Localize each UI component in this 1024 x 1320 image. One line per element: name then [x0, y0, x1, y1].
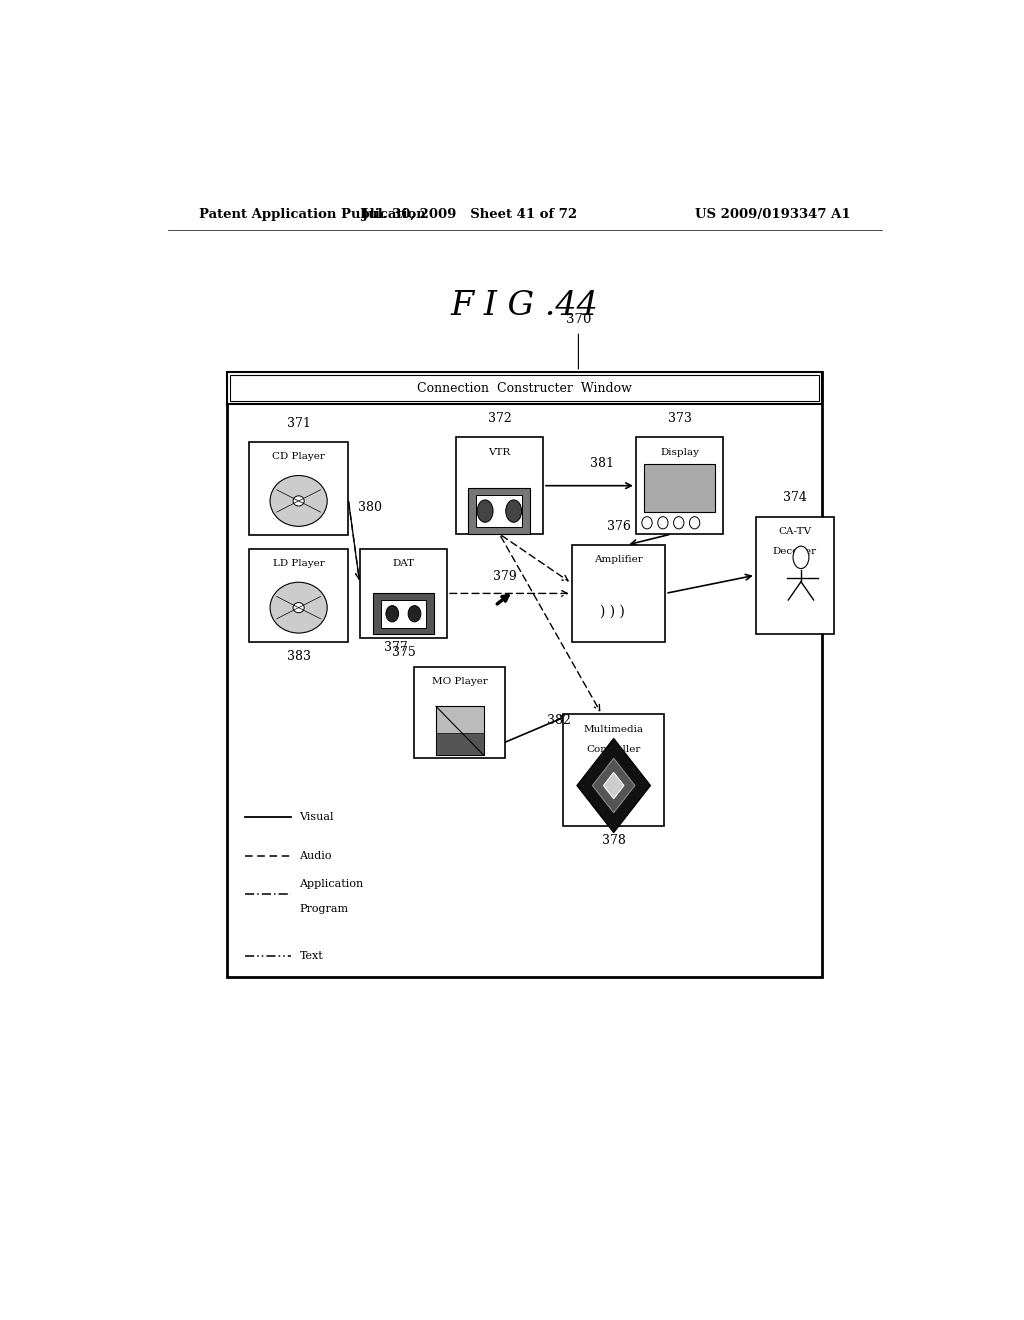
Text: 375: 375 — [391, 647, 416, 659]
Bar — [436, 733, 483, 755]
Text: 380: 380 — [358, 502, 382, 515]
Ellipse shape — [506, 500, 521, 523]
Ellipse shape — [386, 606, 398, 622]
Ellipse shape — [409, 606, 421, 622]
Text: 378: 378 — [602, 834, 626, 847]
Bar — [359, 549, 447, 638]
Text: Application: Application — [299, 879, 364, 890]
Bar — [249, 549, 348, 643]
Bar — [381, 599, 426, 628]
Bar — [436, 706, 483, 755]
Polygon shape — [593, 758, 635, 813]
Text: 372: 372 — [487, 412, 511, 425]
Bar — [571, 545, 666, 642]
Bar — [468, 487, 530, 535]
Text: 383: 383 — [287, 651, 310, 664]
Text: CD Player: CD Player — [272, 453, 325, 461]
Text: 376: 376 — [606, 520, 631, 533]
Text: ) ) ): ) ) ) — [600, 605, 625, 619]
Text: MO Player: MO Player — [432, 677, 487, 686]
Text: VTR: VTR — [488, 447, 511, 457]
Text: F I G .44: F I G .44 — [451, 290, 599, 322]
Ellipse shape — [642, 516, 652, 529]
Text: 381: 381 — [590, 458, 613, 470]
Polygon shape — [577, 739, 650, 833]
Text: 379: 379 — [494, 570, 517, 583]
Text: Visual: Visual — [299, 812, 334, 822]
Bar — [563, 714, 665, 826]
Bar — [456, 437, 543, 535]
Text: 371: 371 — [287, 417, 310, 430]
Bar — [756, 516, 834, 634]
Ellipse shape — [293, 602, 304, 612]
Ellipse shape — [293, 496, 304, 506]
Text: DAT: DAT — [392, 558, 415, 568]
Bar — [414, 667, 506, 758]
Text: Patent Application Publication: Patent Application Publication — [200, 207, 426, 220]
Text: Amplifier: Amplifier — [594, 556, 643, 565]
Bar — [230, 375, 819, 401]
Text: Jul. 30, 2009   Sheet 41 of 72: Jul. 30, 2009 Sheet 41 of 72 — [361, 207, 577, 220]
Text: CA-TV: CA-TV — [778, 527, 811, 536]
Ellipse shape — [270, 475, 328, 527]
Ellipse shape — [657, 516, 668, 529]
Text: 374: 374 — [782, 491, 807, 504]
Bar — [227, 372, 822, 977]
Polygon shape — [603, 772, 624, 799]
Text: Program: Program — [299, 903, 348, 913]
Text: 377: 377 — [384, 642, 408, 655]
Text: Connection  Constructer  Window: Connection Constructer Window — [418, 381, 632, 395]
Bar — [636, 437, 723, 535]
Ellipse shape — [270, 582, 328, 634]
Text: Text: Text — [299, 952, 324, 961]
Bar — [476, 495, 522, 528]
Text: 373: 373 — [668, 412, 691, 425]
Text: Display: Display — [660, 447, 699, 457]
Text: Audio: Audio — [299, 850, 332, 861]
Bar — [249, 442, 348, 536]
Bar — [227, 372, 822, 404]
Text: Decoder: Decoder — [772, 548, 817, 556]
Ellipse shape — [689, 516, 699, 529]
Text: Multimedia: Multimedia — [584, 725, 644, 734]
Ellipse shape — [793, 546, 809, 569]
Text: Controller: Controller — [587, 744, 641, 754]
Ellipse shape — [477, 500, 494, 523]
Bar — [373, 594, 433, 634]
Text: LD Player: LD Player — [272, 558, 325, 568]
Text: 382: 382 — [547, 714, 571, 727]
Text: 370: 370 — [565, 313, 591, 326]
Bar — [644, 463, 715, 512]
Ellipse shape — [674, 516, 684, 529]
Text: US 2009/0193347 A1: US 2009/0193347 A1 — [694, 207, 850, 220]
